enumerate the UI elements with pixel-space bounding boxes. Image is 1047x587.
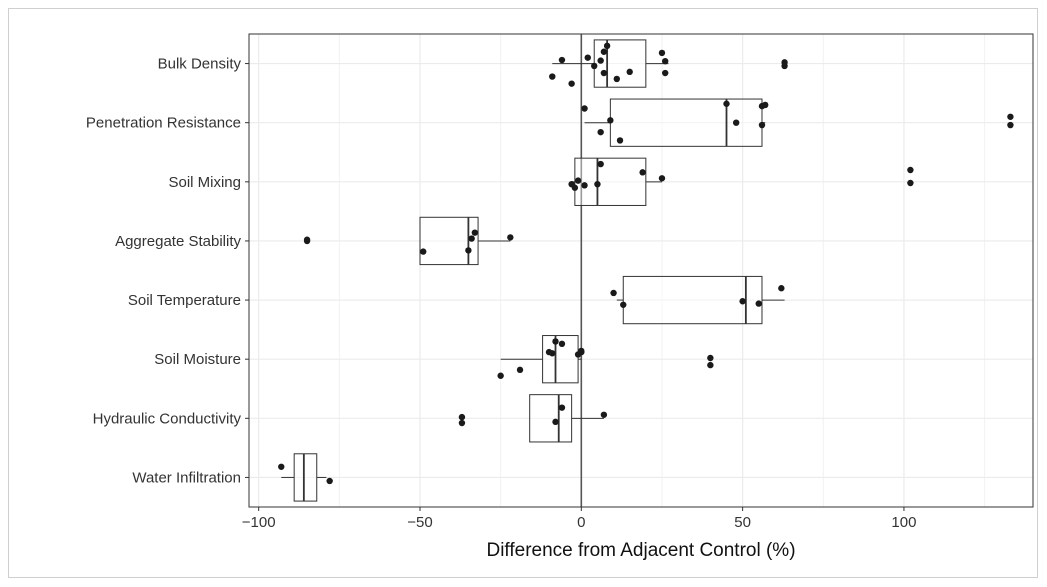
point-penetration-resistance [607, 117, 614, 124]
y-tick-label: Penetration Resistance [86, 115, 241, 132]
point-soil-moisture [707, 354, 714, 362]
point-water-infiltration [326, 477, 333, 485]
point-soil-mixing [571, 184, 579, 191]
x-axis: −100 −50 0 50 100 [242, 507, 916, 531]
x-tick-label: 50 [734, 514, 751, 531]
point-bulk-density [600, 48, 608, 55]
box-aggregate-stability [419, 216, 511, 266]
point-bulk-density [584, 54, 591, 61]
box-iqr [622, 275, 763, 325]
point-penetration-resistance [762, 101, 769, 109]
point-bulk-density [568, 80, 575, 87]
point-soil-mixing [907, 179, 914, 187]
point-penetration-resistance [723, 100, 730, 107]
point-soil-moisture [549, 350, 556, 357]
point-soil-mixing [907, 166, 914, 174]
point-hydraulic-conductivity [552, 418, 559, 426]
grid-major [249, 34, 1033, 507]
point-soil-mixing [581, 182, 588, 189]
y-tick-label: Hydraulic Conductivity [93, 410, 242, 427]
point-soil-mixing [574, 177, 582, 184]
point-soil-moisture [516, 366, 524, 374]
box-iqr [419, 216, 479, 266]
point-penetration-resistance [616, 137, 624, 144]
point-aggregate-stability [303, 236, 311, 243]
box-iqr [529, 394, 573, 443]
point-soil-temperature [610, 289, 617, 297]
point-soil-moisture [707, 361, 714, 369]
box-soil-mixing [571, 157, 662, 206]
x-tick-label: −50 [407, 514, 432, 531]
y-tick-label: Aggregate Stability [115, 233, 241, 250]
point-soil-temperature [778, 285, 785, 292]
point-hydraulic-conductivity [458, 413, 466, 421]
box-hydraulic-conductivity [529, 394, 604, 443]
point-soil-mixing [639, 169, 646, 176]
x-tick-label: 0 [577, 514, 585, 531]
point-hydraulic-conductivity [558, 404, 566, 411]
point-penetration-resistance [732, 119, 740, 126]
point-penetration-resistance [1007, 121, 1014, 129]
point-aggregate-stability [465, 247, 472, 254]
grid-minor [338, 34, 986, 507]
box-bulk-density [552, 39, 669, 88]
box-iqr [293, 453, 318, 502]
point-bulk-density [549, 73, 556, 80]
y-tick-label: Soil Moisture [154, 351, 241, 368]
box-iqr [574, 157, 647, 206]
point-penetration-resistance [581, 105, 588, 112]
point-soil-temperature [620, 301, 627, 308]
point-water-infiltration [278, 463, 285, 470]
y-tick-label: Soil Mixing [168, 174, 241, 191]
point-bulk-density [600, 69, 608, 77]
point-bulk-density [597, 57, 604, 64]
point-bulk-density [613, 75, 621, 83]
point-soil-moisture [497, 372, 504, 379]
y-tick-label: Soil Temperature [128, 292, 241, 309]
point-bulk-density [626, 68, 633, 76]
point-hydraulic-conductivity [458, 419, 466, 427]
y-tick-label: Bulk Density [158, 56, 242, 73]
box-water-infiltration [281, 453, 327, 502]
point-soil-moisture [578, 347, 585, 355]
point-bulk-density [558, 56, 566, 64]
data-points [278, 42, 1014, 485]
point-bulk-density [781, 62, 788, 70]
point-aggregate-stability [507, 234, 514, 241]
point-bulk-density [591, 62, 598, 70]
box-soil-temperature [616, 275, 785, 325]
point-aggregate-stability [420, 248, 427, 255]
point-soil-mixing [658, 175, 666, 182]
point-soil-temperature [739, 298, 746, 305]
point-aggregate-stability [468, 235, 475, 242]
point-soil-mixing [597, 160, 604, 168]
plot-background [249, 34, 1033, 507]
point-soil-temperature [755, 300, 762, 307]
point-soil-mixing [594, 180, 601, 188]
point-hydraulic-conductivity [600, 411, 608, 418]
point-bulk-density [661, 57, 669, 65]
point-penetration-resistance [1007, 113, 1014, 120]
x-tick-label: 100 [891, 514, 916, 531]
plot-border [248, 33, 1034, 508]
y-axis: Bulk Density Penetration Resistance Soil M… [86, 56, 249, 486]
x-tick-label: −100 [242, 514, 276, 531]
x-axis-title: Difference from Adjacent Control (%) [486, 540, 795, 561]
point-aggregate-stability [471, 229, 479, 236]
point-penetration-resistance [758, 121, 766, 129]
y-tick-label: Water Infiltration [132, 469, 241, 486]
box-iqr [593, 39, 647, 88]
point-bulk-density [603, 42, 611, 50]
point-bulk-density [658, 49, 666, 57]
point-soil-moisture [552, 338, 559, 345]
point-penetration-resistance [597, 128, 604, 136]
point-soil-moisture [558, 340, 566, 348]
point-bulk-density [661, 69, 669, 77]
